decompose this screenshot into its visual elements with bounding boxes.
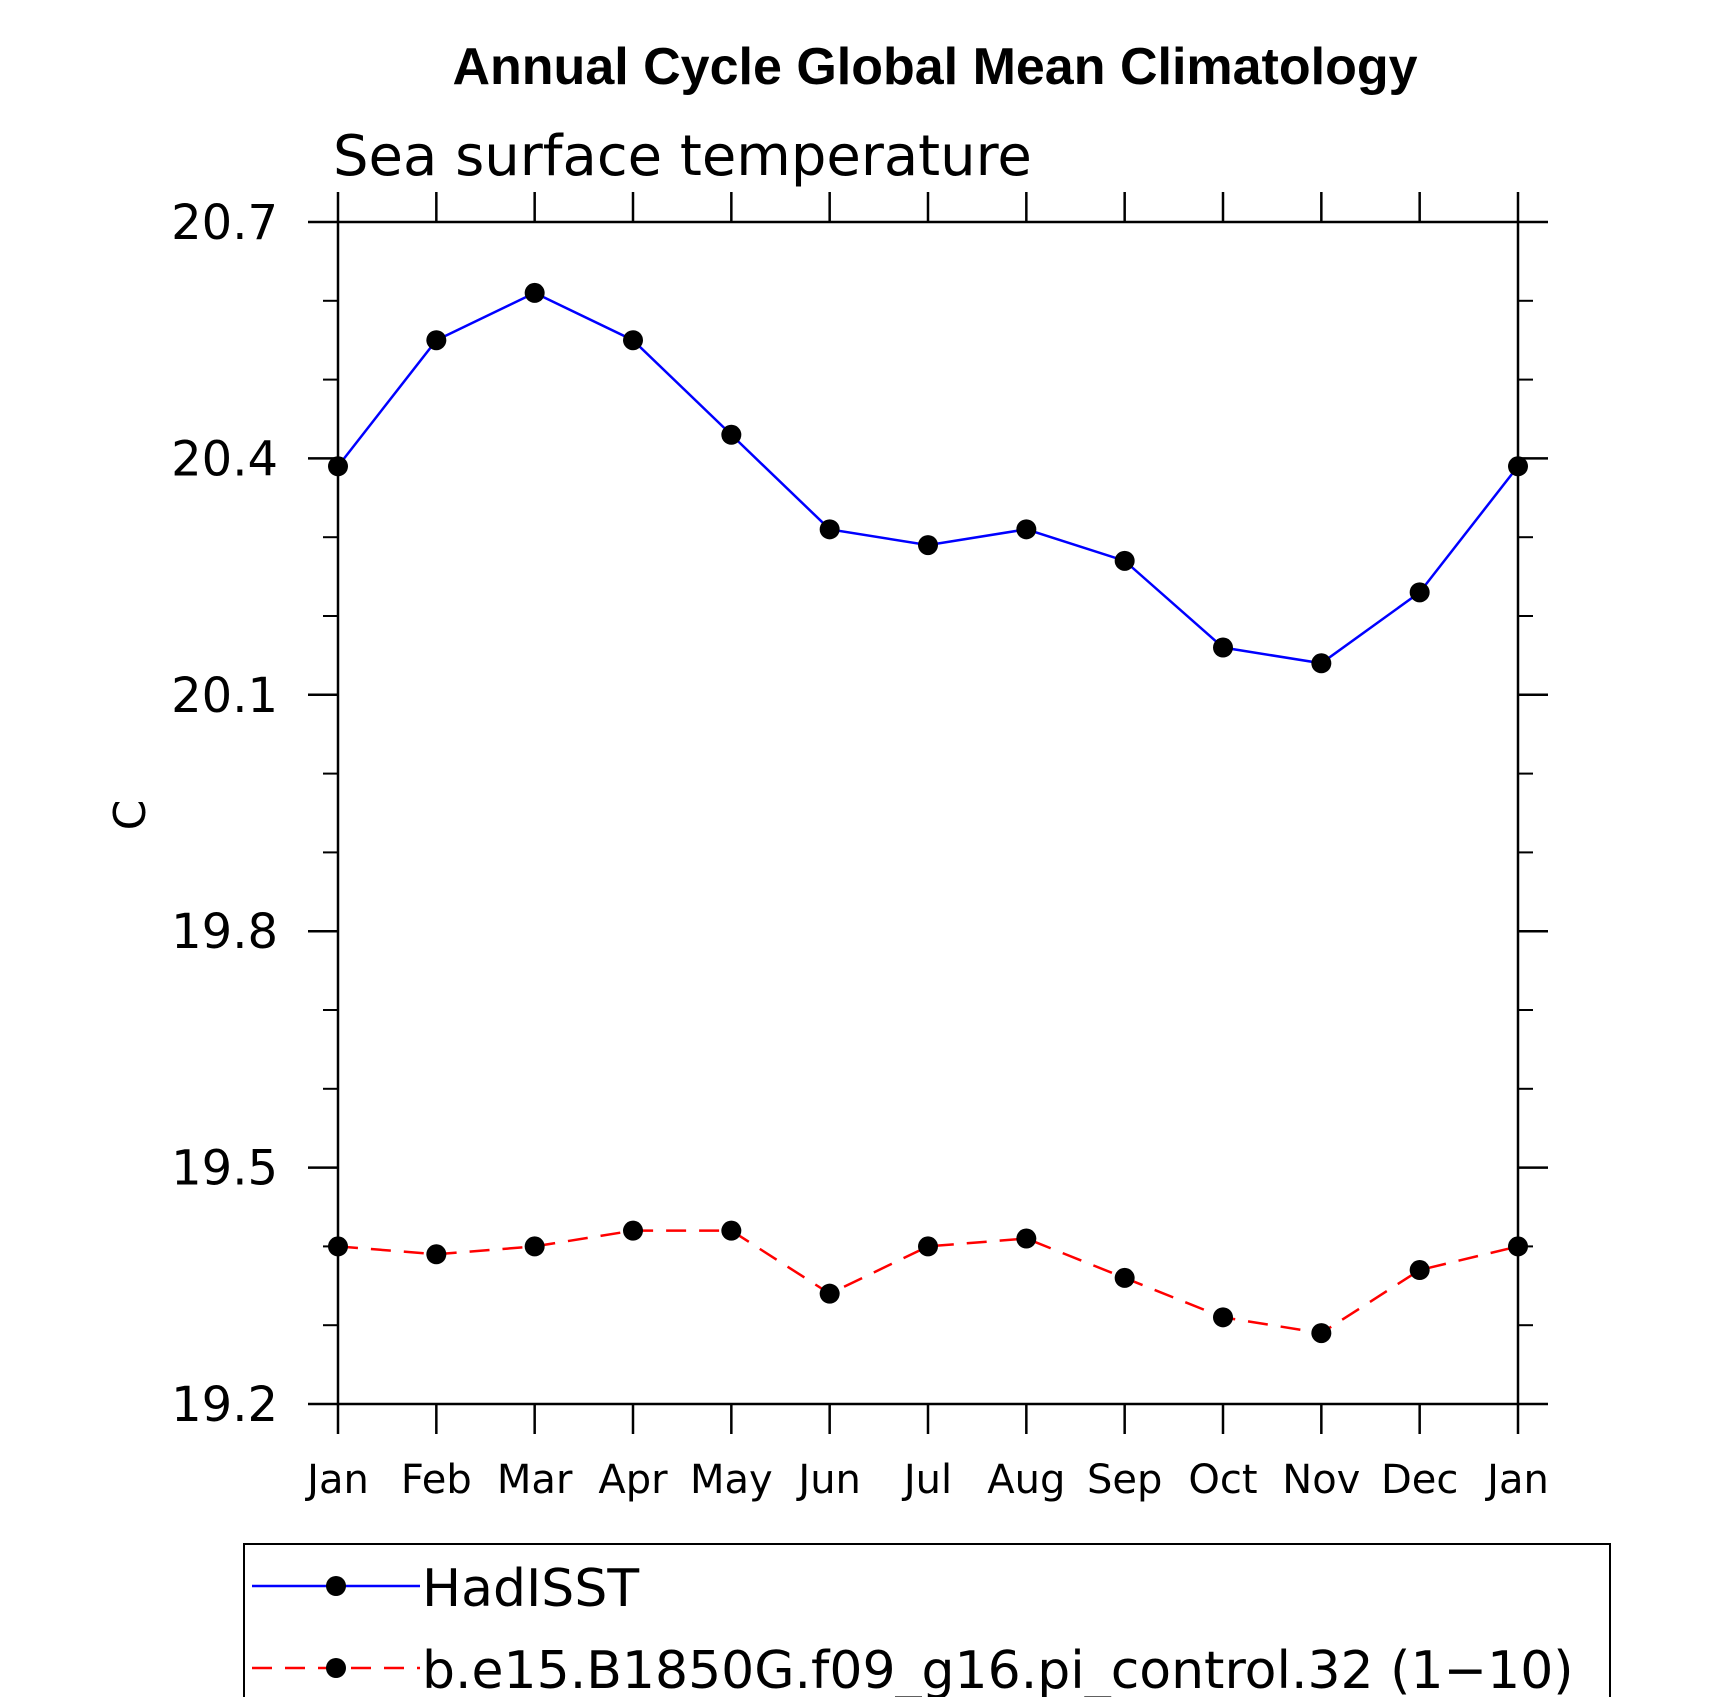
legend-label: b.e15.B1850G.f09_g16.pi_control.32 (1−10… [422, 1641, 1574, 1697]
data-point [1114, 1267, 1135, 1288]
data-point [1508, 1236, 1528, 1257]
data-point [328, 1236, 348, 1257]
legend-marker [326, 1576, 346, 1596]
data-point [1311, 653, 1332, 674]
x-tick-label: Jun [795, 1457, 861, 1503]
series-line [337, 291, 1519, 665]
legend-label: HadISST [422, 1559, 639, 1619]
chart-subtitle: Sea surface temperature [333, 124, 1032, 189]
x-tick-label: Jan [1484, 1457, 1549, 1503]
data-point [524, 282, 545, 303]
legend-marker [326, 1658, 346, 1678]
x-tick-label: May [690, 1457, 773, 1503]
x-tick-label: Aug [987, 1457, 1065, 1503]
plot-axes: 19.2 19.5 19.8 20.1 20.4 20.7 Jan Feb Mar Apr May J… [171, 192, 1549, 1503]
x-tick-label: Jul [901, 1457, 952, 1503]
x-tick-label: Jan [304, 1457, 369, 1503]
data-point [819, 1283, 840, 1304]
data-point [623, 1220, 643, 1241]
x-tick-label: Apr [598, 1457, 668, 1503]
y-tick-label: 19.8 [171, 904, 278, 960]
data-point [918, 1236, 938, 1257]
data-point [328, 456, 348, 477]
y-tick-label: 19.5 [171, 1141, 278, 1197]
y-tick-label: 20.7 [171, 195, 278, 251]
data-point [1213, 637, 1233, 658]
chart-title: Annual Cycle Global Mean Climatology [452, 38, 1417, 96]
data-point [426, 1244, 447, 1265]
data-point [1016, 1228, 1037, 1249]
series-layer [328, 282, 1528, 1344]
data-point [918, 535, 938, 556]
data-point [1311, 1323, 1332, 1344]
y-tick-label: 19.2 [171, 1377, 278, 1433]
data-point [426, 330, 447, 351]
y-tick-label: 20.1 [171, 668, 278, 724]
data-point [1213, 1307, 1233, 1328]
x-tick-label: Sep [1087, 1457, 1162, 1503]
data-point [1016, 519, 1037, 540]
series-1 [328, 1220, 1528, 1344]
x-tick-label: Oct [1188, 1457, 1257, 1503]
data-point [721, 1220, 742, 1241]
series-0 [328, 282, 1528, 674]
data-point [1409, 1260, 1430, 1281]
x-tick-label: Nov [1282, 1457, 1360, 1503]
x-tick-label: Dec [1381, 1457, 1458, 1503]
plot-frame [336, 220, 1520, 1406]
legend: HadISST b.e15.B1850G.f09_g16.pi_control.3… [243, 1543, 1611, 1697]
data-point [1508, 456, 1528, 477]
x-tick-label: Feb [401, 1457, 472, 1503]
legend-box [243, 1543, 1611, 1697]
data-point [623, 330, 643, 351]
data-point [721, 424, 742, 445]
y-tick-label: 20.4 [171, 431, 278, 487]
data-point [524, 1236, 545, 1257]
data-point [1114, 550, 1135, 571]
data-point [819, 519, 840, 540]
x-tick-label: Mar [497, 1457, 573, 1503]
data-point [1409, 582, 1430, 603]
y-axis-label: C [105, 800, 156, 831]
